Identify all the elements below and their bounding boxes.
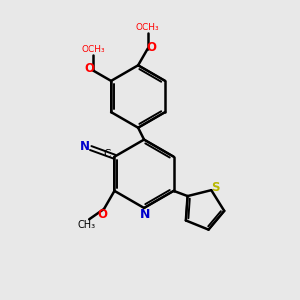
Text: O: O	[85, 61, 94, 75]
Text: S: S	[212, 181, 220, 194]
Text: O: O	[146, 40, 156, 54]
Text: OCH₃: OCH₃	[81, 45, 105, 54]
Text: N: N	[140, 208, 151, 221]
Text: C: C	[103, 149, 111, 159]
Text: O: O	[98, 208, 108, 221]
Text: OCH₃: OCH₃	[136, 23, 160, 32]
Text: CH₃: CH₃	[77, 220, 95, 230]
Text: N: N	[80, 140, 90, 153]
